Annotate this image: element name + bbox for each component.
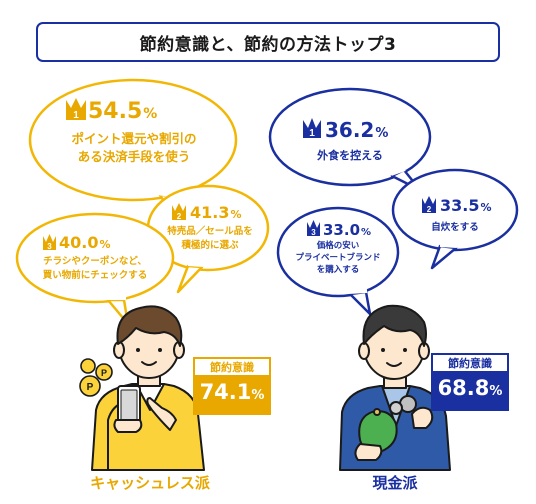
- page-title: 節約意識と、節約の方法トップ3: [139, 34, 397, 55]
- left-item-1-value: 54.5%: [88, 99, 158, 124]
- right-awareness-box: [431, 353, 509, 411]
- rank-left-1: 1: [73, 110, 79, 121]
- right-item-3-text: 価格の安い プライベートブランド を購入する: [295, 241, 381, 275]
- rank-left-3: 3: [47, 242, 52, 251]
- crown-icon-right-2: [422, 196, 436, 213]
- right-awareness-value: 68.8%: [437, 376, 503, 400]
- cashless-person: [91, 305, 205, 471]
- right-awareness-label: 節約意識: [448, 357, 492, 370]
- crown-icon-left-2: [172, 203, 186, 220]
- left-item-1-text: ポイント還元や割引の ある決済手段を使う: [71, 131, 197, 164]
- left-awareness-label: 節約意識: [210, 361, 254, 374]
- right-bubble-2: [391, 168, 519, 270]
- right-item-2-text: 自炊をする: [431, 222, 479, 233]
- crown-icon-left-1: [66, 98, 86, 120]
- rank-right-3: 3: [311, 228, 316, 237]
- crown-icon-right-3: [307, 220, 320, 236]
- right-item-2-value: 33.5%: [440, 196, 492, 215]
- crown-icon-right-1: [303, 118, 321, 138]
- crown-icon-left-3: [43, 234, 56, 250]
- svg-text:P: P: [101, 368, 107, 378]
- coin-stack-icon: P P: [79, 358, 113, 397]
- right-item-1-text: 外食を控える: [317, 149, 383, 162]
- left-item-2-text: 特売品／セール品を 積極的に選ぶ: [167, 226, 253, 251]
- right-item-1-value: 36.2%: [325, 118, 389, 142]
- left-item-2-value: 41.3%: [190, 203, 242, 222]
- rank-right-2: 2: [427, 205, 432, 214]
- svg-text:P: P: [87, 382, 94, 393]
- right-item-3-value: 33.0%: [323, 221, 372, 239]
- left-awareness-box: [193, 357, 271, 415]
- rank-left-2: 2: [177, 212, 182, 221]
- cash-person: [339, 304, 451, 471]
- left-item-3-value: 40.0%: [59, 233, 111, 252]
- cash-group-label: 現金派: [372, 474, 418, 492]
- title-box: 節約意識と、節約の方法トップ3: [36, 22, 500, 62]
- rank-right-1: 1: [309, 128, 315, 139]
- cashless-group-label: キャッシュレス派: [90, 474, 210, 492]
- left-item-3-text: チラシやクーポンなど、 買い物前にチェックする: [42, 256, 148, 281]
- left-awareness-value: 74.1%: [199, 380, 265, 404]
